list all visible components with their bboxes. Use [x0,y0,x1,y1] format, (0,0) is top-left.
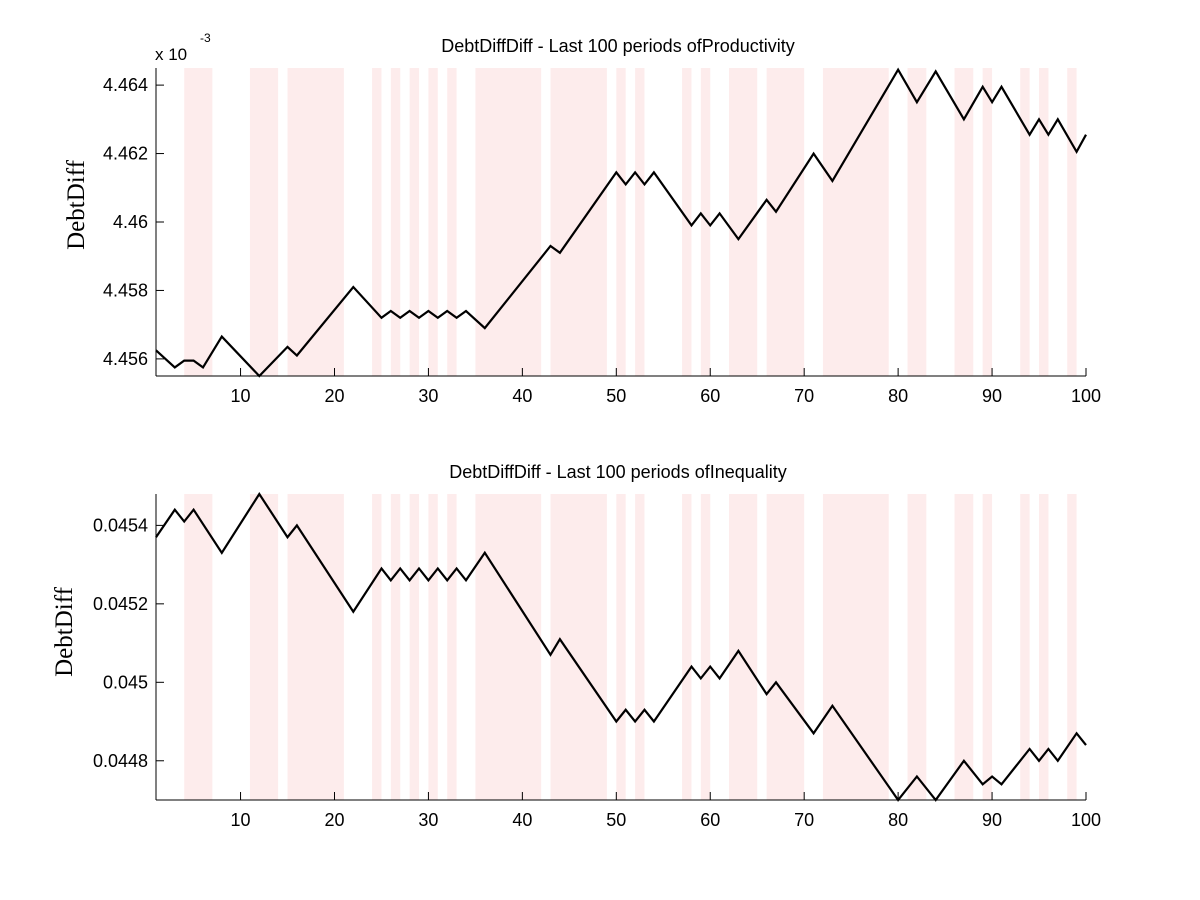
shaded-period [390,494,401,800]
shaded-period [682,494,692,800]
shaded-period [700,68,711,376]
y-tick-label: 0.0454 [93,515,148,535]
y-ticks: 4.456 4.458 4.46 4.462 4.464 [103,75,164,369]
inequality-panel: 10 20 30 40 50 60 70 80 90 100 0.04480.0450.04520… [51,462,1101,830]
x-tick-label: 100 [1071,810,1101,830]
shaded-period [184,68,213,376]
y-tick-label: 4.456 [103,349,148,369]
shaded-period [1039,68,1049,376]
shaded-period [729,494,758,800]
shaded-period [409,68,420,376]
shaded-period [428,68,438,376]
shaded-period [550,68,607,376]
y-tick-label: 4.464 [103,75,148,95]
shaded-period [822,68,889,376]
shaded-period [475,68,542,376]
shaded-period [249,494,279,800]
shaded-period [184,494,213,800]
x-tick-label: 60 [700,386,720,406]
x-tick-label: 30 [418,386,438,406]
axes [155,494,1086,801]
shaded-period [1020,494,1030,800]
shaded-period [954,68,974,376]
shaded-period [635,494,645,800]
shaded-period [766,494,805,800]
shaded-period [372,68,382,376]
x-tick-label: 100 [1071,386,1101,406]
shaded-period [907,68,927,376]
shaded-period [700,494,711,800]
shaded-period [766,68,805,376]
shaded-period [982,68,993,376]
y-multiplier: x 10 [155,45,187,64]
shaded-period [249,68,279,376]
shaded-period [822,494,889,800]
shaded-period [287,494,344,800]
x-tick-label: 40 [512,810,532,830]
shaded-period [616,68,626,376]
x-tick-label: 90 [982,386,1002,406]
x-tick-label: 10 [231,810,251,830]
x-tick-label: 10 [231,386,251,406]
y-multiplier-exponent: -3 [200,31,211,45]
shaded-period [447,68,457,376]
shaded-period [428,494,438,800]
x-tick-label: 60 [700,810,720,830]
shaded-period [287,68,344,376]
series-line [155,491,1087,802]
shaded-period [1039,494,1049,800]
x-tick-label: 40 [512,386,532,406]
y-tick-label: 0.0452 [93,594,148,614]
shaded-period [372,494,382,800]
y-tick-label: 4.462 [103,144,148,164]
shaded-period [635,68,645,376]
shaded-periods [184,68,1077,376]
x-tick-label: 50 [606,386,626,406]
shaded-periods [184,494,1077,800]
shaded-period [982,494,993,800]
chart-title: DebtDiffDiff - Last 100 periods ofProduc… [441,36,795,56]
shaded-period [907,494,927,800]
shaded-period [550,494,607,800]
x-tick-label: 20 [324,386,344,406]
x-tick-label: 70 [794,386,814,406]
x-ticks: 10 20 30 40 50 60 70 80 90 100 [231,792,1101,830]
y-tick-label: 4.458 [103,280,148,300]
productivity-panel: 10 20 30 40 50 60 70 80 90 100 4.456 4.458 4.46 4.46… [63,31,1101,406]
x-tick-label: 50 [606,810,626,830]
y-tick-label: 0.045 [103,672,148,692]
shaded-period [1067,68,1077,376]
x-ticks: 10 20 30 40 50 60 70 80 90 100 [231,368,1101,406]
shaded-period [390,68,401,376]
shaded-period [1067,494,1077,800]
shaded-period [682,68,692,376]
x-tick-label: 70 [794,810,814,830]
x-tick-label: 80 [888,810,908,830]
shaded-period [1020,68,1030,376]
y-tick-label: 0.0448 [93,751,148,771]
shaded-period [616,494,626,800]
shaded-period [409,494,420,800]
y-axis-label: DebtDiff [51,586,78,676]
shaded-period [954,494,974,800]
series-line [155,67,1087,378]
shaded-period [729,68,758,376]
y-axis-label: DebtDiff [63,159,90,249]
shaded-period [447,494,457,800]
x-tick-label: 80 [888,386,908,406]
y-ticks: 0.0448 0.045 0.0452 0.0454 [93,515,164,771]
y-tick-label: 4.46 [113,212,148,232]
x-tick-label: 30 [418,810,438,830]
chart-title: DebtDiffDiff - Last 100 periods ofInequa… [449,462,787,482]
x-tick-label: 90 [982,810,1002,830]
x-tick-label: 20 [324,810,344,830]
shaded-period [475,494,542,800]
